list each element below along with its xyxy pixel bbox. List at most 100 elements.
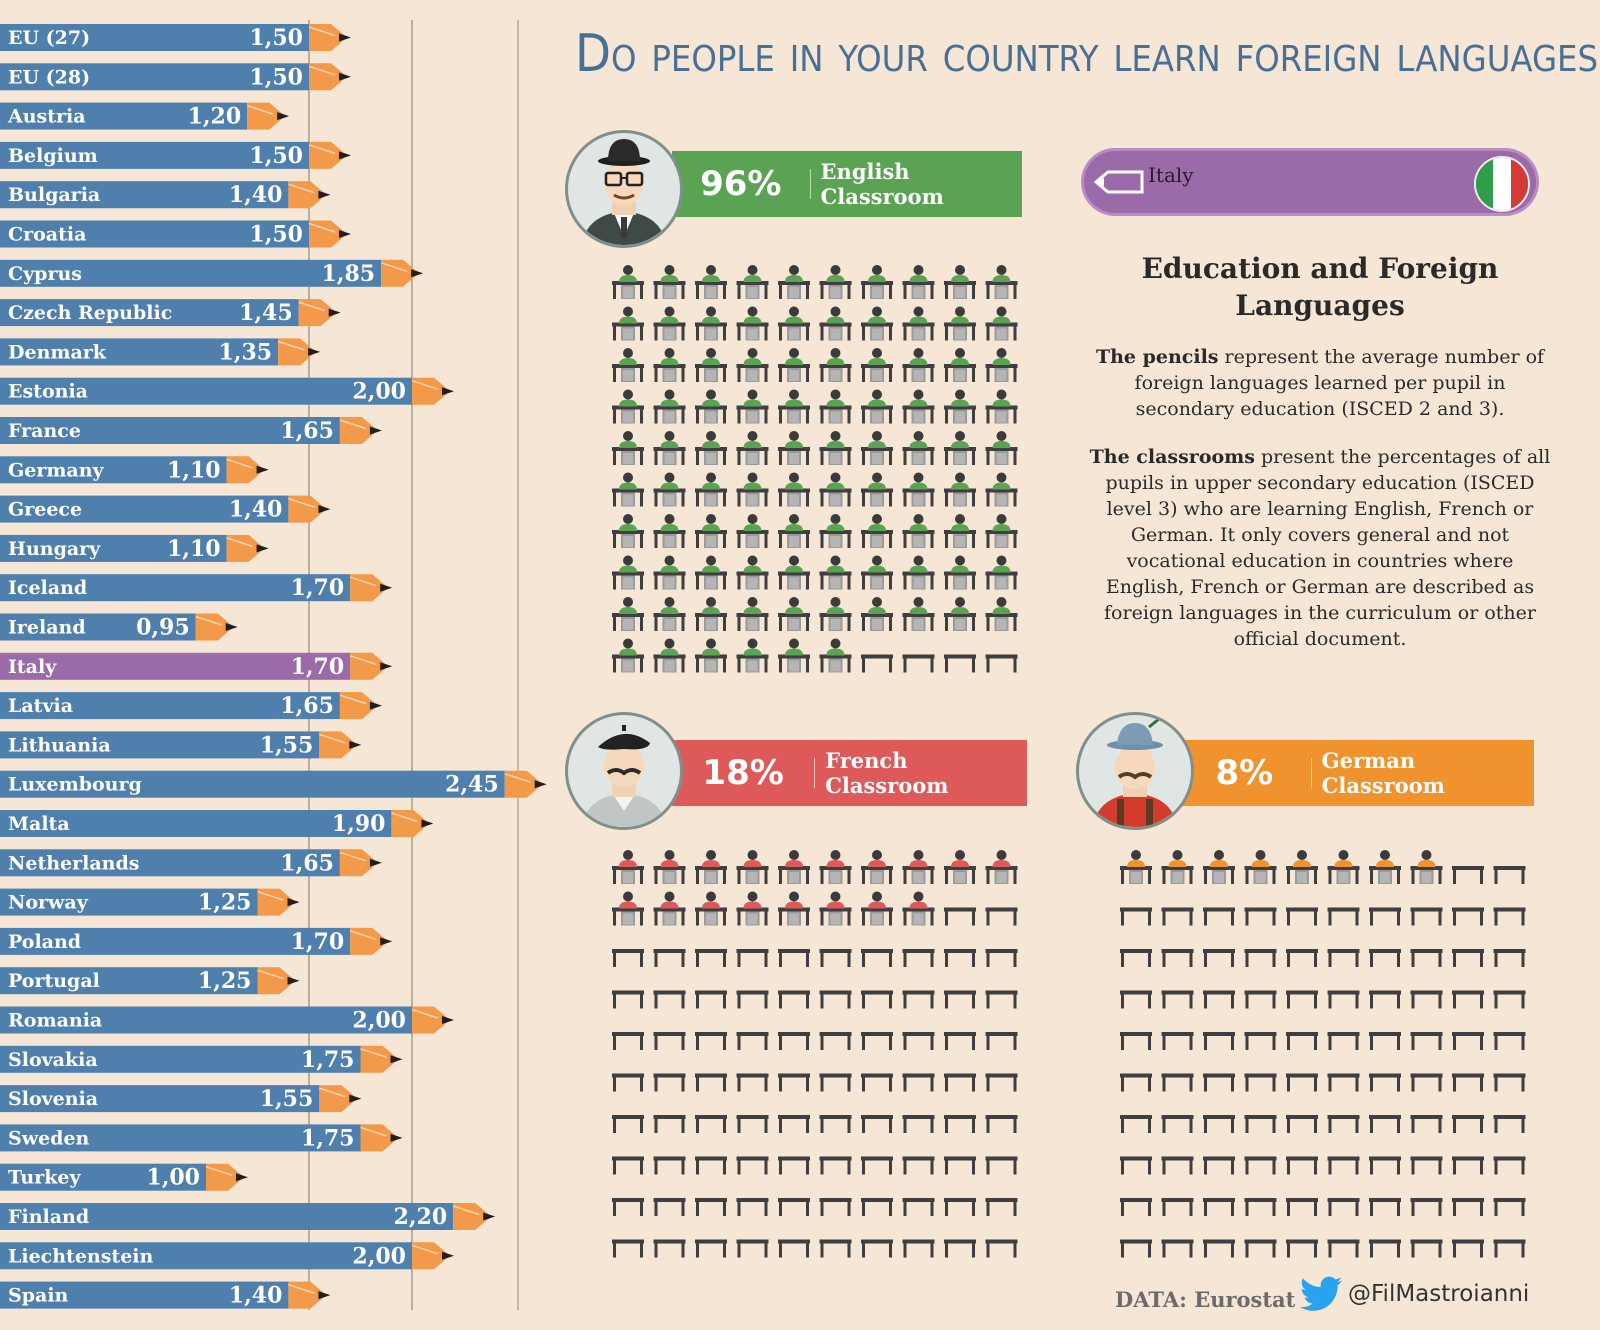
- bar-category-label: Poland: [8, 931, 81, 953]
- english-classroom-grid: [612, 265, 1018, 673]
- student-desk: [861, 597, 893, 631]
- empty-desk: [1327, 907, 1360, 926]
- student-desk: [778, 389, 810, 424]
- pencil-lead: [442, 1251, 454, 1260]
- bar-category-label: Ireland: [8, 617, 86, 639]
- empty-desk: [653, 1239, 686, 1258]
- empty-desk: [1203, 1198, 1235, 1216]
- pencil-shade: [308, 222, 336, 233]
- student-desk: [944, 555, 976, 590]
- country-selector[interactable]: Italy: [1084, 151, 1536, 213]
- pencil-lead: [256, 465, 269, 474]
- empty-desk: [1327, 1156, 1360, 1175]
- empty-desk: [1286, 990, 1318, 1009]
- empty-desk: [819, 1115, 852, 1133]
- student-desk: [653, 638, 686, 673]
- bar-category-label: Sweden: [8, 1127, 90, 1149]
- student-desk: [819, 348, 852, 382]
- empty-desk: [1244, 1156, 1277, 1175]
- pencil-shade: [411, 1244, 439, 1255]
- pencil-lead: [349, 1094, 362, 1103]
- empty-desk: [695, 1156, 727, 1175]
- legend-heading: Education and Foreign Languages: [1141, 252, 1499, 322]
- bar-row: Estonia 2,00: [0, 377, 454, 405]
- empty-desk: [819, 1032, 852, 1050]
- bar-value-label: 1,45: [239, 300, 293, 326]
- student-desk: [819, 638, 852, 673]
- bar: [0, 1085, 320, 1113]
- empty-desk: [1120, 1073, 1152, 1092]
- empty-desk: [1120, 1115, 1152, 1133]
- empty-desk: [612, 1032, 644, 1050]
- empty-desk: [1327, 1239, 1360, 1258]
- english-label: English Classroom: [820, 159, 944, 209]
- bar-row: Finland 2,20: [0, 1203, 496, 1230]
- empty-desk: [1369, 1239, 1401, 1258]
- bar-row: Malta 1,90: [0, 810, 434, 837]
- bar-value-label: 1,75: [301, 1047, 355, 1073]
- bar: [0, 181, 289, 209]
- empty-desk: [944, 1239, 976, 1258]
- pencil-shade: [504, 772, 531, 783]
- bar-row: Austria 1,20: [0, 102, 290, 130]
- student-desk: [612, 472, 644, 507]
- student-desk: [902, 850, 935, 884]
- student-desk: [653, 431, 686, 465]
- bar-row: Germany 1,10: [0, 456, 269, 484]
- pencil-shade: [288, 1283, 315, 1294]
- empty-desk: [778, 1073, 810, 1092]
- empty-desk: [1410, 949, 1443, 967]
- empty-desk: [985, 654, 1018, 673]
- legend: Education and Foreign Languages The penc…: [1085, 250, 1555, 674]
- empty-desk: [778, 990, 810, 1009]
- student-desk: [902, 514, 935, 548]
- empty-desk: [736, 1239, 769, 1258]
- empty-desk: [1493, 866, 1526, 884]
- bar-value-label: 1,10: [167, 457, 221, 483]
- bar-row: Netherlands 1,65: [0, 849, 382, 877]
- bar: [0, 1281, 289, 1309]
- student-desk: [902, 597, 935, 631]
- empty-desk: [819, 1073, 852, 1092]
- empty-desk: [1410, 1073, 1443, 1092]
- bar-category-label: Slovenia: [8, 1088, 98, 1110]
- empty-desk: [1203, 1115, 1235, 1133]
- bar-category-label: Finland: [8, 1206, 89, 1228]
- empty-desk: [1203, 907, 1235, 926]
- bar: [0, 1045, 361, 1073]
- bar-category-label: Italy: [8, 656, 57, 678]
- empty-desk: [1161, 1032, 1194, 1050]
- empty-desk: [1203, 1156, 1235, 1175]
- student-desk: [985, 431, 1018, 465]
- empty-desk: [612, 1156, 644, 1175]
- pencil-lead: [236, 1173, 248, 1182]
- pencil-lead: [349, 740, 362, 749]
- student-desk: [1327, 850, 1360, 884]
- bar: [0, 63, 309, 91]
- empty-desk: [736, 1073, 769, 1092]
- bar: [0, 495, 289, 523]
- pencil-lead: [442, 387, 454, 396]
- twitter-credit[interactable]: @FilMastroianni: [1300, 1276, 1529, 1312]
- bar: [0, 731, 320, 759]
- student-desk: [612, 891, 644, 926]
- empty-desk: [944, 990, 976, 1009]
- student-desk: [778, 555, 810, 590]
- empty-desk: [1286, 907, 1318, 926]
- student-desk: [944, 597, 976, 631]
- empty-desk: [1493, 1032, 1526, 1050]
- student-desk: [819, 306, 852, 341]
- bar: [0, 24, 309, 51]
- pencil-lead: [318, 1291, 331, 1300]
- student-desk: [653, 555, 686, 590]
- empty-desk: [1244, 1115, 1277, 1133]
- empty-desk: [1203, 1032, 1235, 1050]
- student-desk: [819, 389, 852, 424]
- empty-desk: [861, 654, 893, 673]
- bar: [0, 574, 351, 602]
- pencil-shade: [195, 615, 222, 626]
- student-desk: [612, 638, 644, 673]
- bar-row: Slovakia 1,75: [0, 1045, 403, 1073]
- empty-desk: [1493, 1073, 1526, 1092]
- empty-desk: [1369, 1115, 1401, 1133]
